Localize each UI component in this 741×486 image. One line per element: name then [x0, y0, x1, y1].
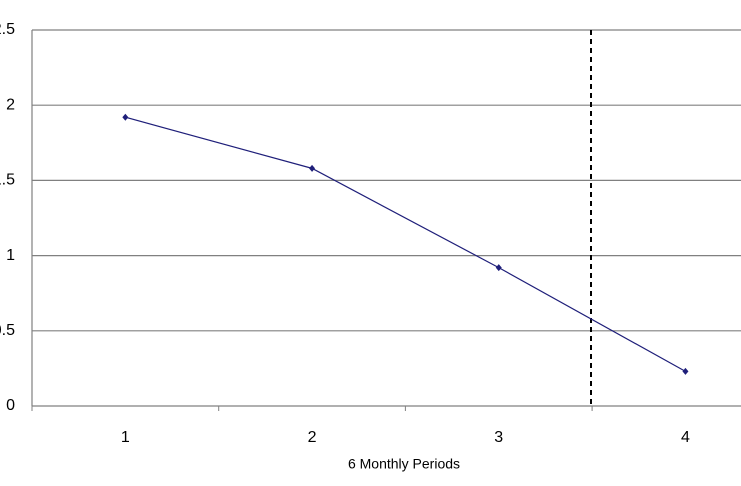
x-tick-label: 1 — [121, 429, 130, 446]
x-axis-label: 6 Monthly Periods — [348, 456, 460, 472]
y-tick-label: 1.5 — [0, 172, 15, 189]
data-point — [495, 264, 502, 272]
x-tick-label: 2 — [308, 429, 317, 446]
x-tick-label: 3 — [494, 429, 503, 446]
y-tick-label: 0.5 — [0, 322, 15, 339]
data-point — [122, 113, 129, 121]
y-tick-label: 2 — [6, 96, 15, 113]
y-tick-label: 1 — [6, 247, 15, 264]
data-point — [682, 367, 689, 375]
x-tick-label: 4 — [681, 429, 690, 446]
data-point — [309, 164, 316, 172]
y-tick-label: 0 — [6, 397, 15, 414]
y-tick-label: 2.5 — [0, 21, 15, 38]
series-line — [125, 116, 686, 372]
